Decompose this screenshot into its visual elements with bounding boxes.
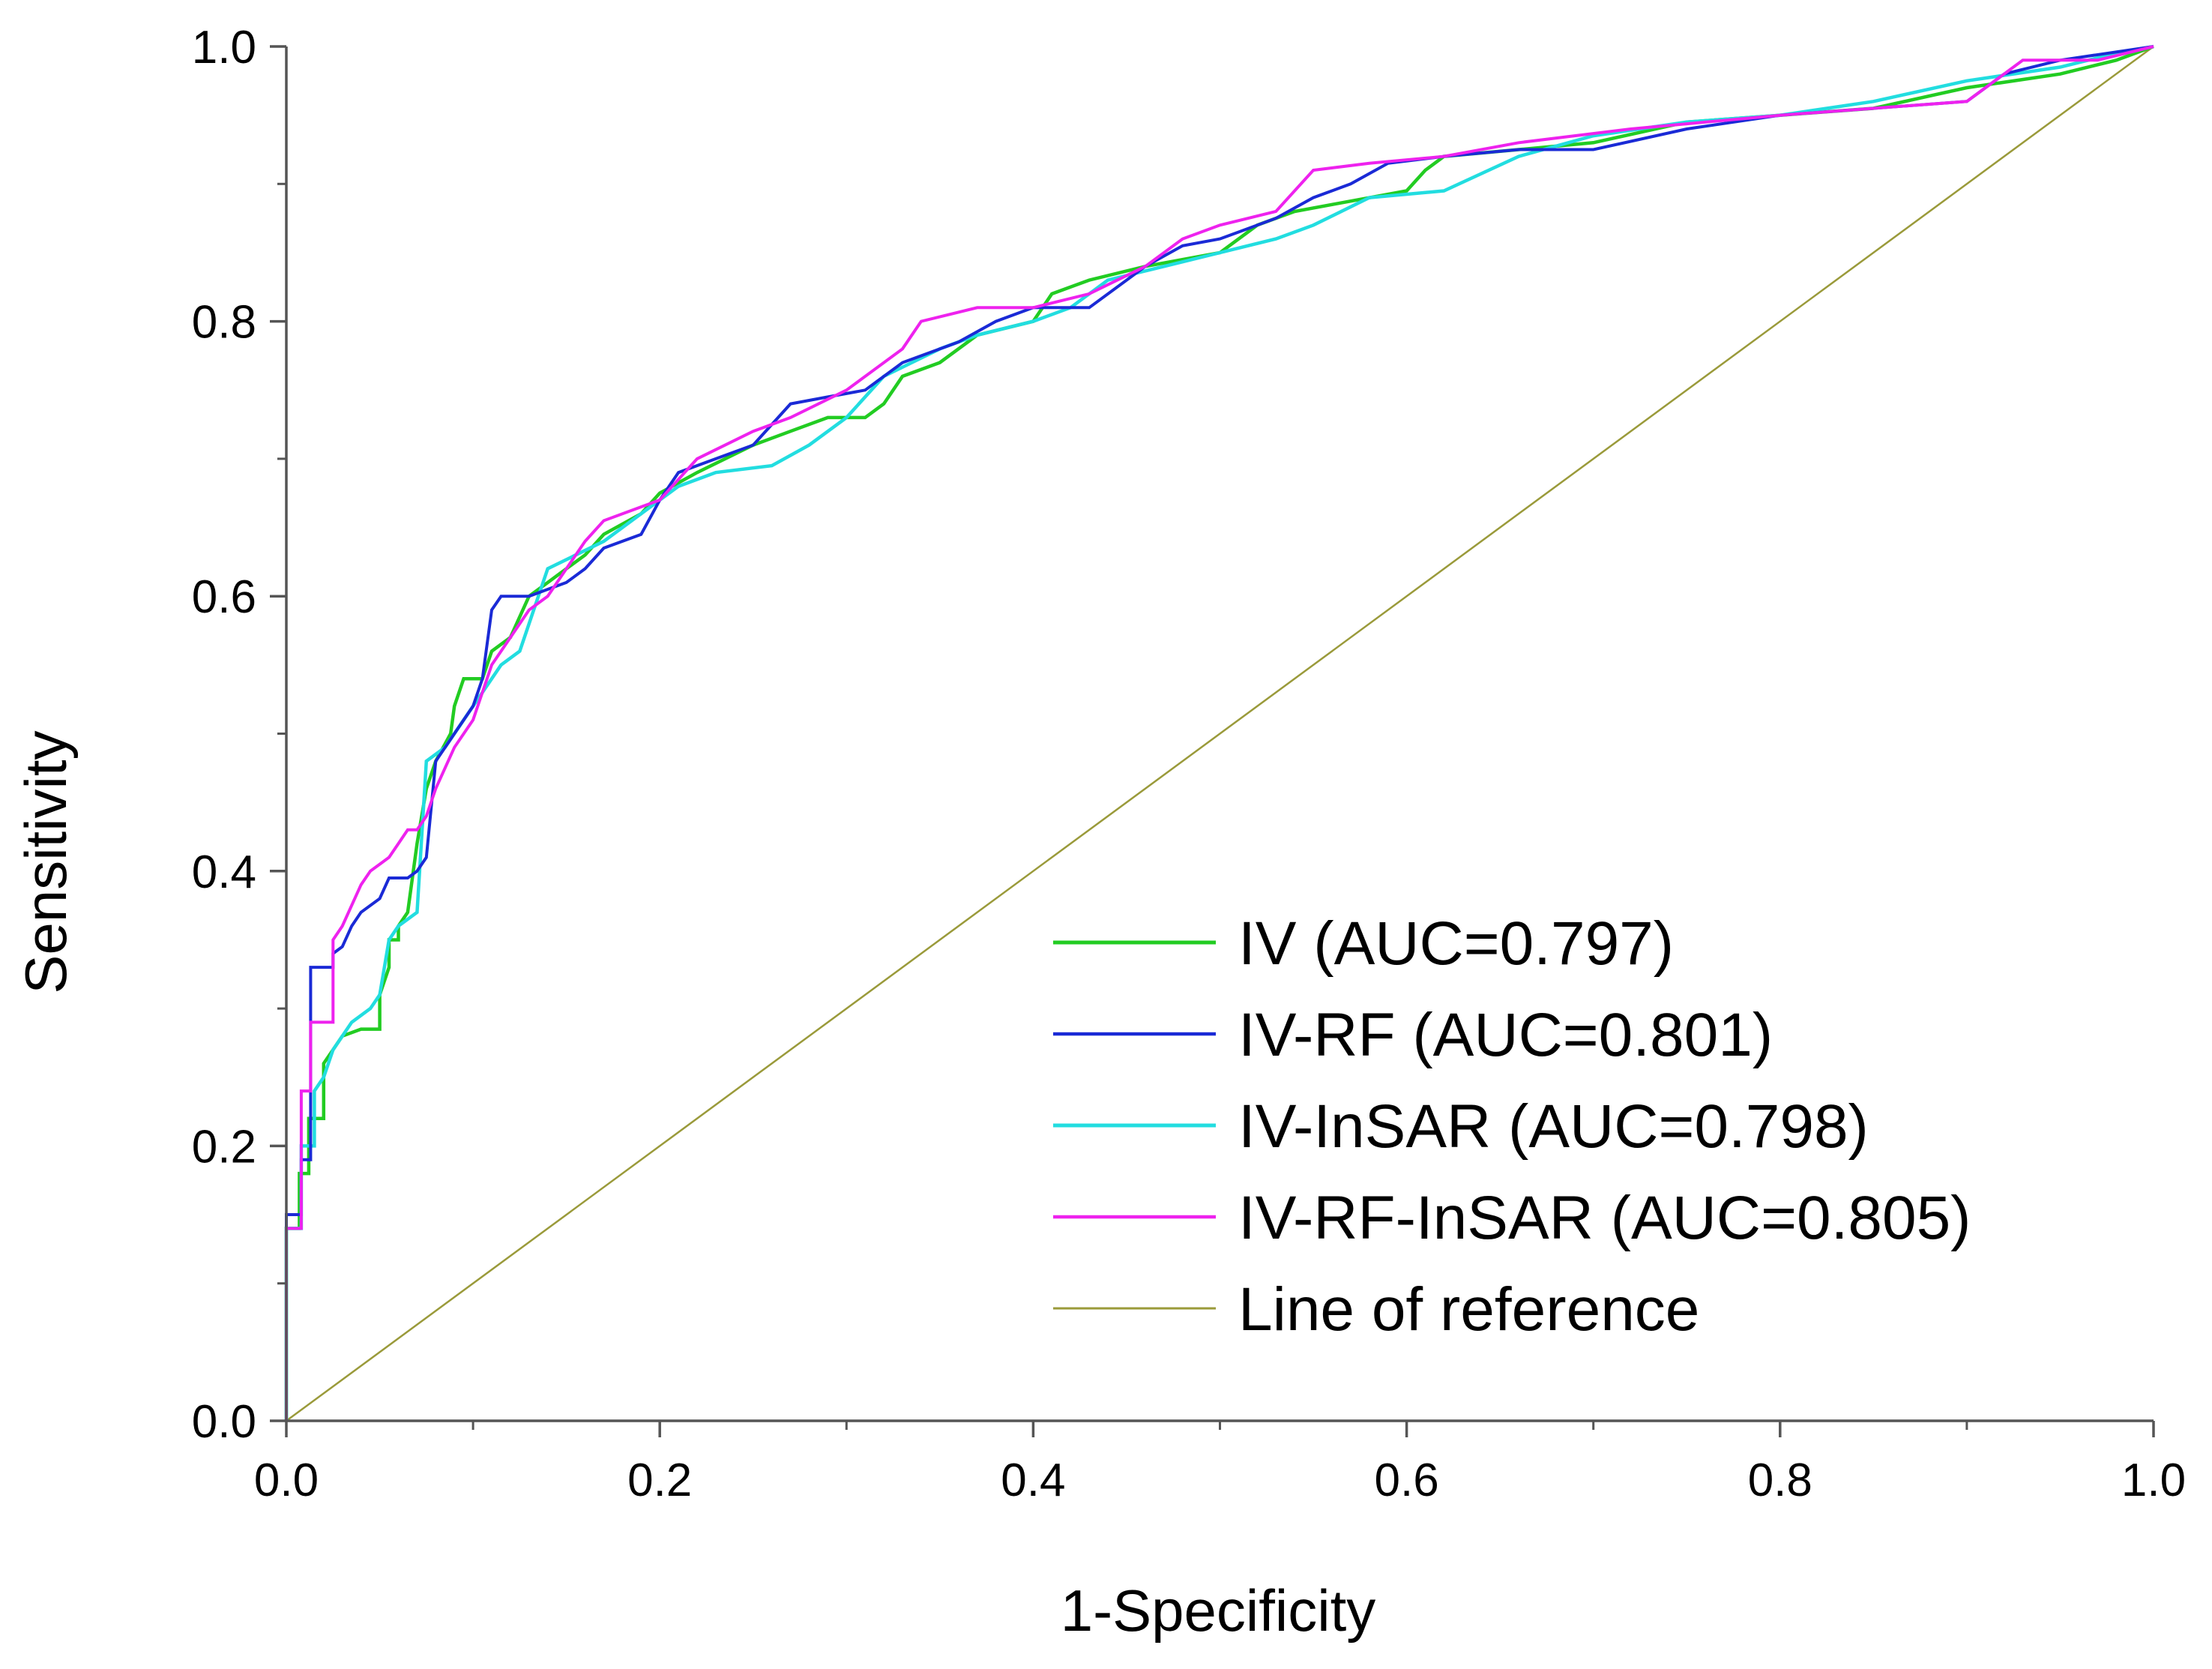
legend: IV (AUC=0.797) IV-RF (AUC=0.801) IV-InSAR … [1053, 909, 1971, 1344]
legend-label-2: IV-InSAR (AUC=0.798) [1238, 1092, 1869, 1161]
x-axis-title: 1-Specificity [1061, 1578, 1375, 1644]
y-tick-label: 0.2 [192, 1121, 256, 1173]
y-tick-label: 1.0 [192, 22, 256, 73]
series-line-3 [285, 45, 2154, 1421]
y-tick-label: 0.8 [192, 297, 256, 349]
x-tick-label: 0.6 [1374, 1455, 1438, 1506]
series-group [284, 44, 2154, 1422]
legend-label-1: IV-RF (AUC=0.801) [1238, 1001, 1773, 1069]
x-tick-label: 0.8 [1748, 1455, 1812, 1506]
x-tick-label: 0.2 [627, 1455, 692, 1506]
x-tick-label: 0.4 [1001, 1455, 1065, 1506]
x-tick-label: 1.0 [2121, 1455, 2186, 1506]
series-line-0 [284, 44, 2154, 1421]
axes-group: 0.0 0.2 0.4 0.6 0.8 1.0 0.0 0.2 0.4 0.6 0.8 1.0 [192, 22, 2186, 1506]
y-tick-label: 0.4 [192, 846, 256, 898]
series-line-4 [286, 45, 2154, 1422]
legend-label-4: Line of reference [1238, 1275, 1699, 1344]
y-axis-title: Sensitivity [13, 730, 79, 993]
series-line-2 [284, 44, 2154, 1421]
y-tick-label: 0.0 [192, 1396, 256, 1448]
x-tick-label: 0.0 [254, 1455, 319, 1506]
legend-label-3: IV-RF-InSAR (AUC=0.805) [1238, 1184, 1971, 1252]
legend-label-0: IV (AUC=0.797) [1238, 909, 1674, 978]
y-tick-label: 0.6 [192, 571, 256, 623]
